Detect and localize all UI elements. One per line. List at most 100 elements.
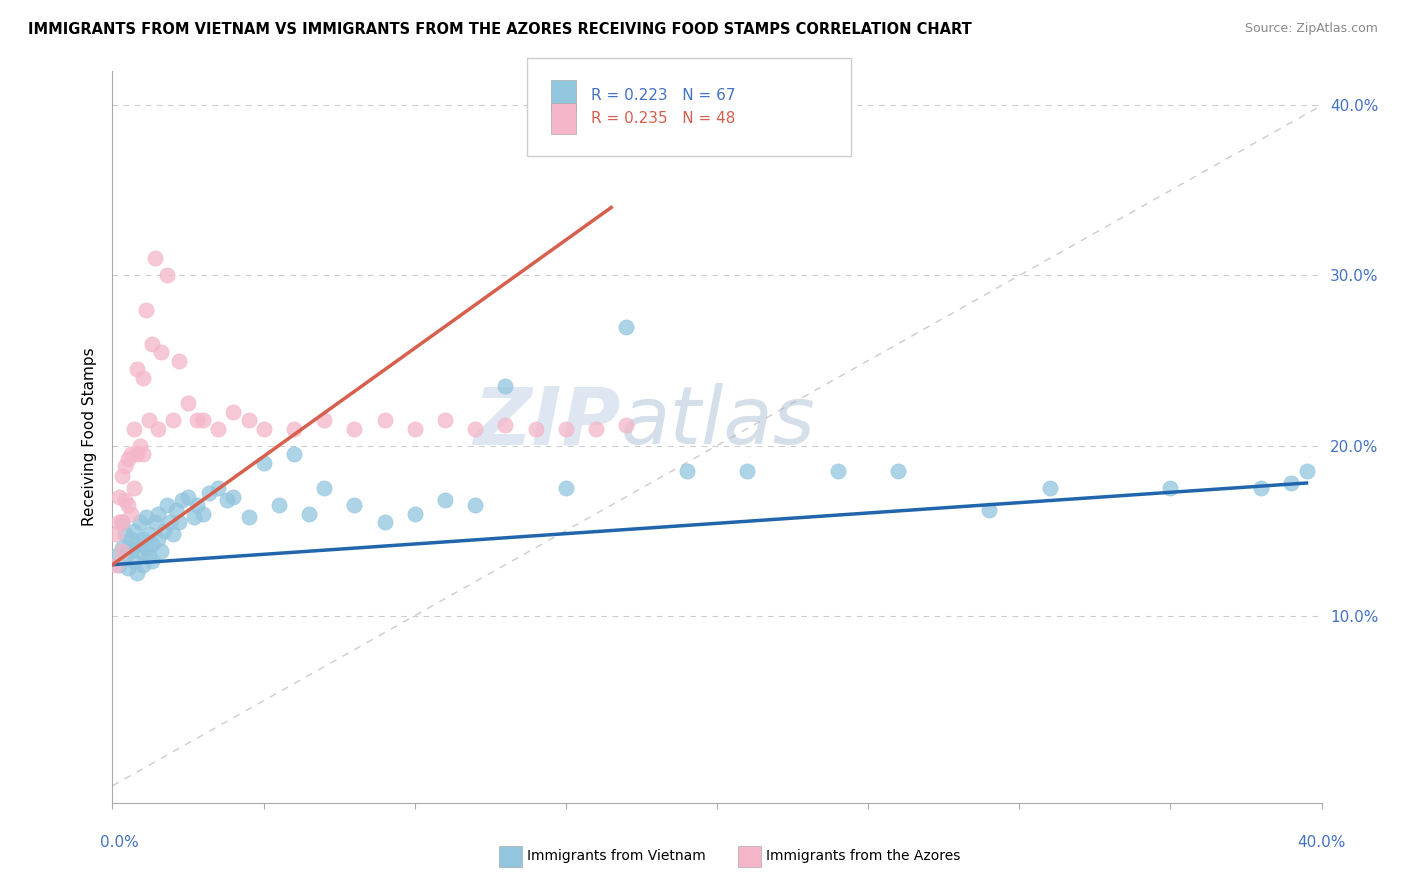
Point — [146, 421, 169, 435]
Text: atlas: atlas — [620, 384, 815, 461]
Point — [120, 447, 142, 461]
Point — [104, 527, 127, 541]
Point — [110, 544, 132, 558]
Point — [198, 486, 221, 500]
Point — [238, 510, 260, 524]
Point — [122, 421, 145, 435]
Point — [156, 498, 179, 512]
Point — [143, 252, 166, 266]
Point — [117, 452, 139, 467]
Point — [1279, 475, 1302, 490]
Text: IMMIGRANTS FROM VIETNAM VS IMMIGRANTS FROM THE AZORES RECEIVING FOOD STAMPS CORR: IMMIGRANTS FROM VIETNAM VS IMMIGRANTS FR… — [28, 22, 972, 37]
Point — [138, 549, 160, 563]
Point — [125, 537, 148, 551]
Point — [117, 561, 139, 575]
Point — [132, 558, 155, 572]
Point — [170, 493, 193, 508]
Point — [186, 413, 208, 427]
Point — [141, 537, 163, 551]
Point — [191, 507, 214, 521]
Point — [191, 413, 214, 427]
Point — [125, 362, 148, 376]
Point — [138, 413, 160, 427]
Point — [283, 421, 305, 435]
Point — [149, 544, 172, 558]
Point — [120, 532, 142, 546]
Point — [374, 515, 396, 529]
Point — [153, 524, 176, 538]
Point — [120, 507, 142, 521]
Point — [1038, 481, 1062, 495]
Point — [283, 447, 305, 461]
Point — [141, 554, 163, 568]
Point — [554, 421, 576, 435]
Point — [314, 481, 336, 495]
Point — [122, 554, 145, 568]
Point — [143, 515, 166, 529]
Point — [110, 541, 132, 555]
Point — [585, 421, 607, 435]
Point — [117, 541, 139, 555]
Point — [122, 481, 145, 495]
Text: Immigrants from the Azores: Immigrants from the Azores — [766, 849, 960, 863]
Point — [104, 549, 127, 563]
Point — [132, 532, 155, 546]
Point — [887, 464, 910, 478]
Text: ZIP: ZIP — [472, 384, 620, 461]
Point — [1250, 481, 1272, 495]
Point — [177, 490, 200, 504]
Point — [177, 396, 200, 410]
Point — [495, 418, 517, 433]
Point — [217, 493, 239, 508]
Point — [222, 404, 245, 418]
Point — [253, 456, 276, 470]
Point — [253, 421, 276, 435]
Point — [314, 413, 336, 427]
Point — [1159, 481, 1181, 495]
Point — [343, 498, 366, 512]
Point — [167, 515, 190, 529]
Point — [267, 498, 290, 512]
Point — [343, 421, 366, 435]
Text: 0.0%: 0.0% — [100, 836, 139, 850]
Point — [107, 558, 129, 572]
Point — [135, 541, 157, 555]
Point — [977, 503, 1000, 517]
Point — [128, 515, 150, 529]
Point — [122, 524, 145, 538]
Point — [524, 421, 547, 435]
Point — [128, 439, 150, 453]
Point — [464, 498, 486, 512]
Point — [1295, 464, 1317, 478]
Point — [156, 268, 179, 283]
Point — [107, 515, 129, 529]
Point — [495, 379, 517, 393]
Point — [128, 544, 150, 558]
Point — [135, 510, 157, 524]
Point — [114, 493, 136, 508]
Point — [207, 421, 229, 435]
Point — [114, 458, 136, 473]
Point — [120, 544, 142, 558]
Point — [222, 490, 245, 504]
Point — [146, 507, 169, 521]
Point — [554, 481, 576, 495]
Point — [464, 421, 486, 435]
Point — [238, 413, 260, 427]
Point — [114, 527, 136, 541]
Point — [433, 413, 456, 427]
Point — [104, 558, 127, 572]
Point — [132, 447, 155, 461]
Point — [117, 498, 139, 512]
Point — [125, 566, 148, 581]
Point — [404, 507, 426, 521]
Text: Immigrants from Vietnam: Immigrants from Vietnam — [527, 849, 706, 863]
Point — [616, 418, 638, 433]
Point — [207, 481, 229, 495]
Point — [433, 493, 456, 508]
Point — [374, 413, 396, 427]
Point — [110, 515, 132, 529]
Point — [138, 527, 160, 541]
Point — [107, 490, 129, 504]
Y-axis label: Receiving Food Stamps: Receiving Food Stamps — [82, 348, 97, 526]
